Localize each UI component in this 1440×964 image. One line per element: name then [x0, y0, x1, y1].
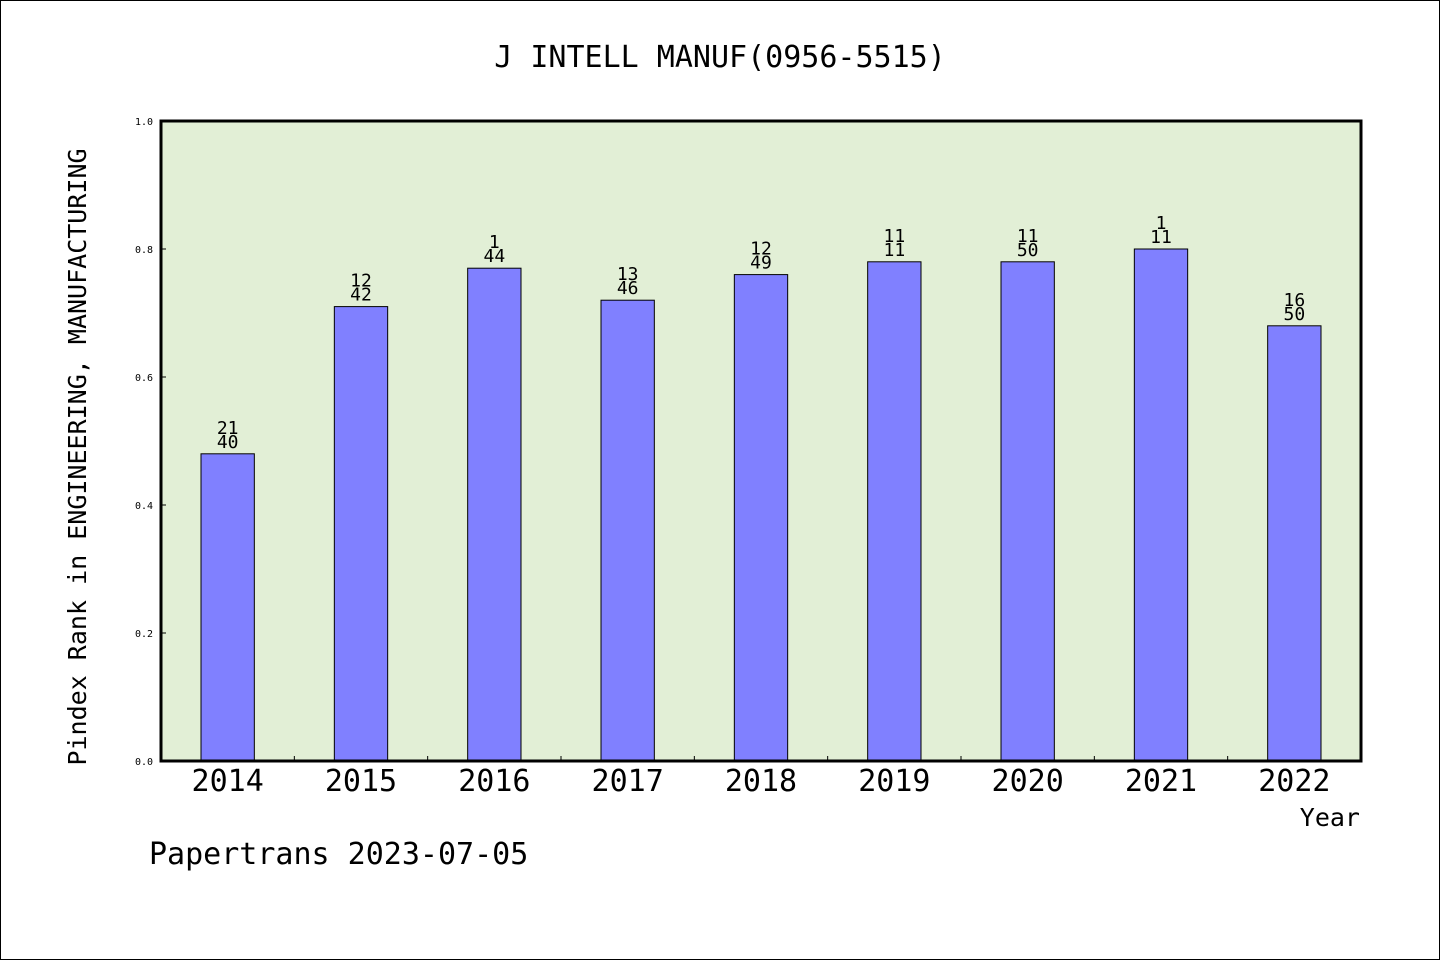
x-tick-label: 2017	[592, 764, 664, 799]
footer-text: Papertrans 2023-07-05	[149, 837, 528, 872]
x-tick-label: 2019	[858, 764, 930, 799]
x-tick-label: 2014	[192, 764, 264, 799]
bar-rank-label: 11	[1017, 226, 1039, 247]
bar-total-label: 49	[750, 253, 772, 274]
x-tick-label: 2015	[325, 764, 397, 799]
ticks-group: 2014 2015 2016 2017 2018 2019 2020 2021 2022 0.0 0…	[135, 117, 1331, 799]
bar-total-label: 50	[1283, 304, 1305, 325]
bar-2017	[600, 299, 655, 762]
y-tick-label: 0.8	[135, 245, 153, 256]
bar-2015	[333, 306, 389, 762]
bar-rank-label: 13	[617, 264, 639, 285]
bar-2014	[200, 453, 255, 762]
bar-total-label: 42	[350, 285, 372, 306]
bar-2022	[1267, 325, 1322, 762]
bar-rank-label: 1	[489, 232, 500, 253]
bar-2016	[467, 267, 522, 762]
x-tick-label: 2020	[992, 764, 1064, 799]
bar-total-label: 11	[1150, 227, 1172, 248]
bar-rank-label: 1	[1156, 213, 1167, 234]
bar-total-label: 40	[217, 432, 239, 453]
plot-border	[159, 119, 1363, 763]
y-tick-label: 1.0	[135, 117, 153, 128]
x-tick-label: 2022	[1258, 764, 1330, 799]
y-axis-label: Pindex Rank in ENGINEERING, MANUFACTURIN…	[63, 148, 92, 765]
y-tick-label: 0.4	[135, 501, 153, 512]
bar-2018	[733, 274, 789, 762]
bar-2021	[1133, 248, 1189, 762]
y-tick-label: 0.0	[135, 757, 153, 768]
y-tick-label: 0.2	[135, 629, 153, 640]
x-tick-label: 2021	[1125, 764, 1197, 799]
chart-title: J INTELL MANUF(0956-5515)	[494, 40, 946, 75]
x-tick-label: 2016	[458, 764, 530, 799]
bar-rank-label: 11	[883, 226, 905, 247]
x-axis-label: Year	[1300, 803, 1360, 832]
bar-rank-label: 16	[1283, 290, 1305, 311]
x-tick-label: 2018	[725, 764, 797, 799]
bar-total-label: 50	[1017, 240, 1039, 261]
bar-rank-label: 12	[750, 239, 772, 260]
bar-total-label: 44	[483, 246, 505, 267]
y-tick-label: 0.6	[135, 373, 153, 384]
bar-rank-label: 12	[350, 271, 372, 292]
bar-2020	[1000, 261, 1055, 762]
bar-total-label: 46	[617, 278, 639, 299]
bar-rank-label: 21	[217, 418, 239, 439]
bar-total-label: 11	[883, 240, 905, 261]
bar-2019	[867, 261, 922, 762]
